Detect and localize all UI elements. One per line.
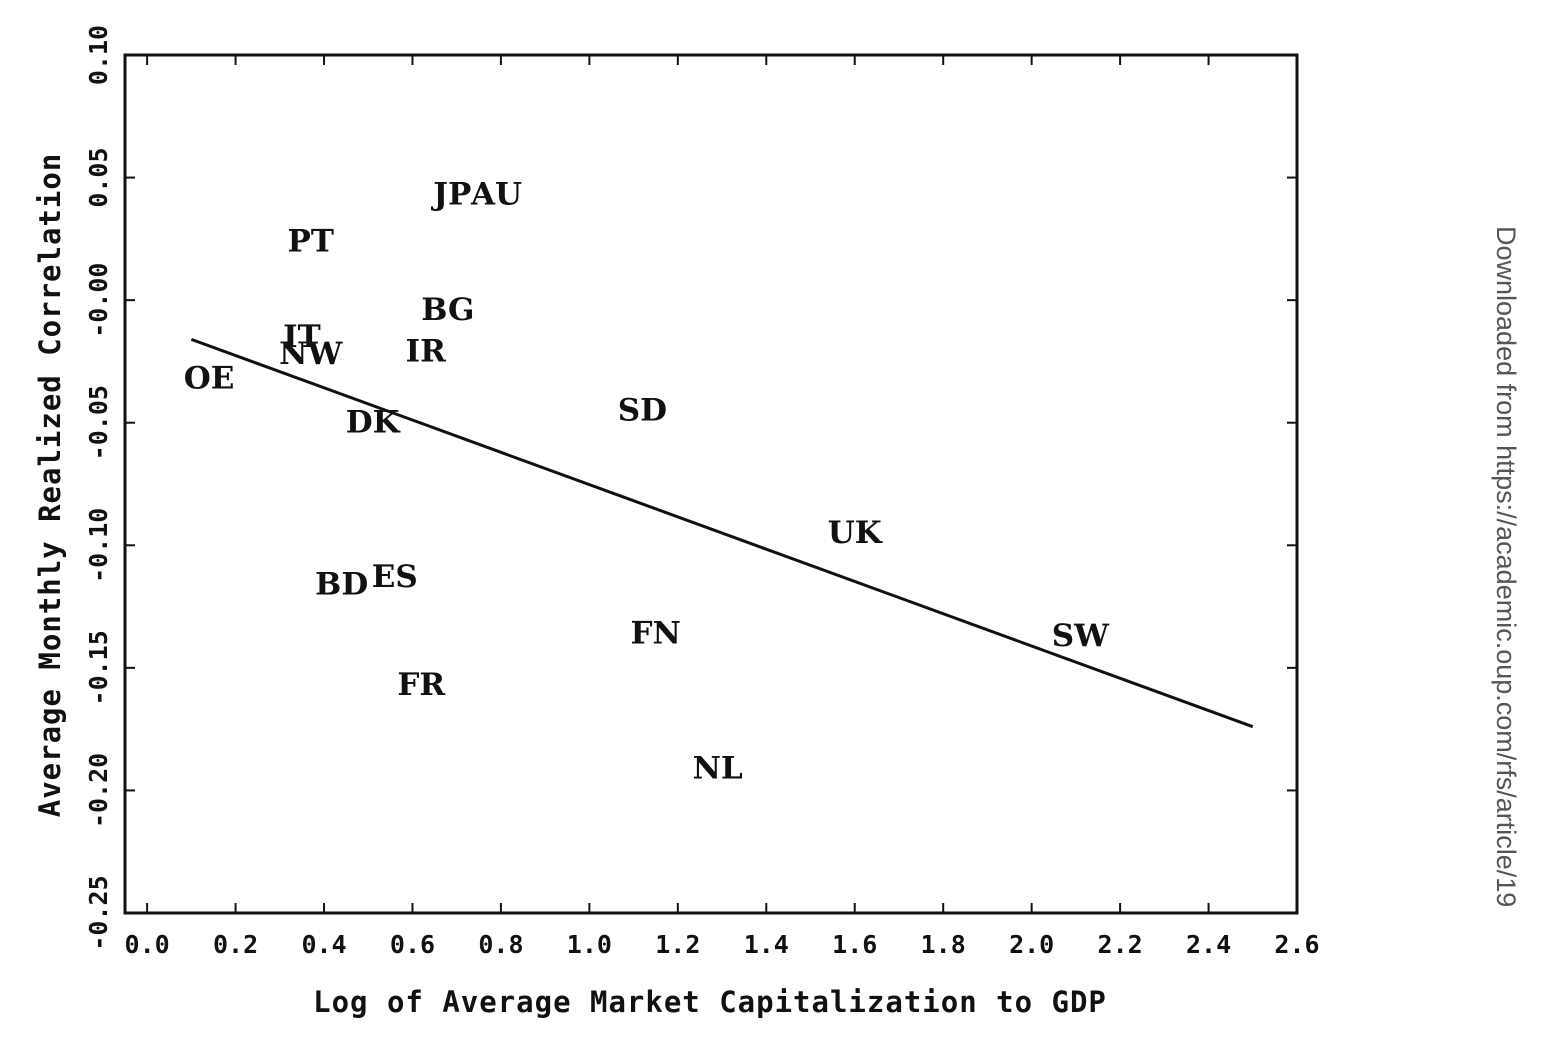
x-tick-label: 0.0 (125, 930, 170, 959)
x-tick-label: 1.2 (655, 930, 700, 959)
x-tick-label: 0.8 (478, 930, 523, 959)
y-axis-title: Average Monthly Realized Correlation (33, 153, 67, 818)
plot-border (123, 53, 1299, 915)
point-label-oe: OE (184, 361, 235, 397)
plot-frame (123, 53, 1299, 915)
point-label-it: IT (283, 319, 321, 355)
point-label-nl: NL (693, 750, 743, 786)
y-tick-label: -0.05 (84, 385, 113, 460)
x-tick-label: 0.2 (213, 930, 258, 959)
watermark-text: Downloaded from https://academic.oup.com… (1491, 226, 1521, 908)
x-tick-label: 1.0 (567, 930, 612, 959)
point-label-fn: FN (631, 616, 681, 652)
point-label-pt: PT (288, 223, 334, 259)
x-tick-label: 2.6 (1274, 930, 1319, 959)
x-axis-title: Log of Average Market Capitalization to … (313, 985, 1107, 1019)
point-label-nw: NW (279, 336, 343, 372)
y-tick-label: 0.10 (84, 25, 113, 85)
regression-line (190, 337, 1254, 729)
point-label-jp: JP (430, 177, 471, 213)
x-tick-label: 2.2 (1098, 930, 1143, 959)
y-axis: 0.10 0.05 -0.00 -0.05 -0.10 -0.15 -0.20 -0.25 (84, 25, 1297, 951)
point-label-dk: DK (346, 405, 401, 441)
y-tick-label: -0.10 (84, 508, 113, 583)
point-label-bg: BG (421, 292, 474, 328)
point-label-sw: SW (1052, 618, 1110, 654)
y-tick-label: -0.25 (84, 875, 113, 950)
x-tick-label: 0.6 (390, 930, 435, 959)
x-tick-label: 1.6 (832, 930, 877, 959)
x-tick-label: 1.8 (921, 930, 966, 959)
x-axis: 0.0 0.2 0.4 0.6 0.8 1.0 1.2 1.4 1.6 1.8 2.0 2.2 2.4 2… (125, 55, 1320, 959)
x-tick-label: 1.4 (744, 930, 789, 959)
y-tick-label: -0.00 (84, 263, 113, 338)
point-label-fr: FR (397, 667, 445, 703)
y-tick-label: 0.05 (84, 147, 113, 207)
point-label-es: ES (372, 559, 418, 595)
point-label-au: AU (470, 177, 522, 213)
x-tick-label: 2.0 (1009, 930, 1054, 959)
fit-line-group (190, 337, 1254, 729)
y-tick-label: -0.15 (84, 630, 113, 705)
point-label-bd: BD (315, 567, 368, 603)
x-tick-label: 2.4 (1186, 930, 1231, 959)
y-tick-label: -0.20 (84, 753, 113, 828)
x-tick-label: 0.4 (301, 930, 346, 959)
point-label-uk: UK (828, 515, 883, 551)
point-label-sd: SD (618, 392, 667, 428)
point-label-ir: IR (406, 334, 447, 370)
